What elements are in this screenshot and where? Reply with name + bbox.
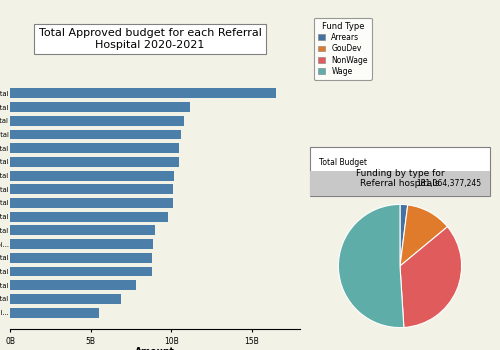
Bar [10,294,121,304]
Wedge shape [400,227,462,328]
Bar [10,225,155,235]
Legend: Arrears, GouDev, NonWage, Wage: Arrears, GouDev, NonWage, Wage [314,18,372,80]
Bar [10,143,179,153]
Bar [10,280,136,290]
Bar [10,308,99,317]
Bar [10,212,168,222]
Bar [10,184,172,194]
Bar [10,89,276,98]
Title: Funding by type for
Referral hospitals: Funding by type for Referral hospitals [356,169,444,188]
Text: 181,064,377,245: 181,064,377,245 [416,179,481,188]
Text: Total Budget: Total Budget [319,158,367,167]
X-axis label: Amount: Amount [135,347,175,350]
Wedge shape [400,204,407,266]
FancyBboxPatch shape [310,170,490,196]
FancyBboxPatch shape [310,147,490,196]
Bar [10,198,172,208]
Bar [10,253,152,263]
Bar [10,130,181,139]
Bar [10,102,190,112]
Bar [10,116,184,126]
Bar [10,267,152,276]
Bar [10,157,179,167]
Wedge shape [400,205,448,266]
Bar [10,239,154,249]
Bar [10,171,174,181]
Text: Total Approved budget for each Referral
Hospital 2020-2021: Total Approved budget for each Referral … [38,28,262,50]
Wedge shape [338,204,404,328]
